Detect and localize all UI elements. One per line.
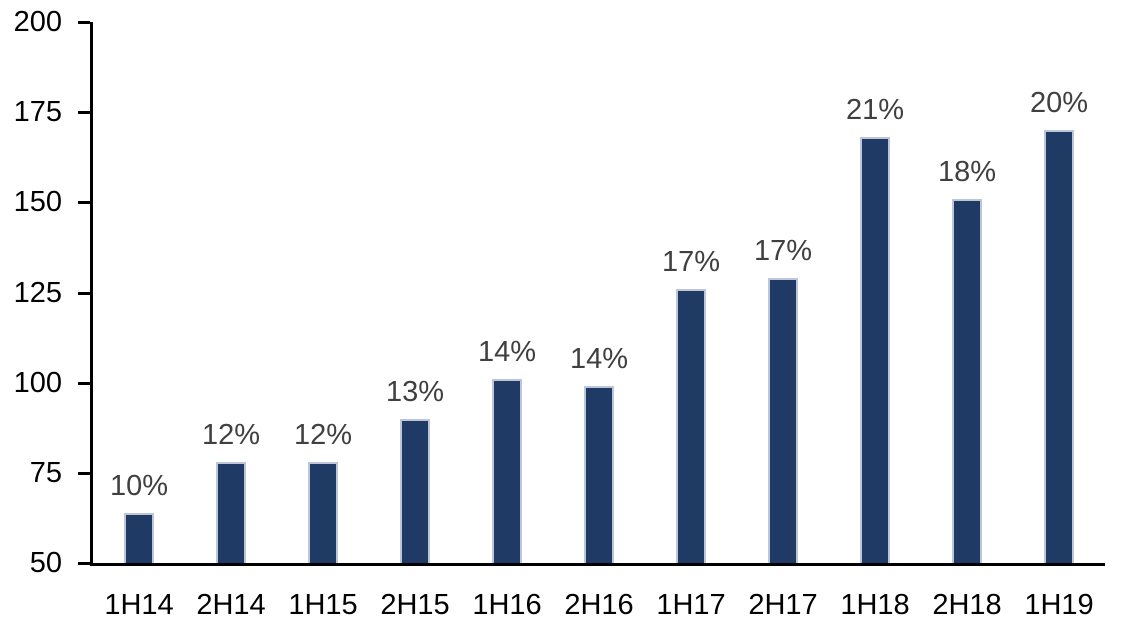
x-tick-label: 2H18 [932, 589, 1002, 621]
x-tick-label: 1H17 [656, 589, 726, 621]
y-axis-tick-mark [78, 201, 90, 204]
bar-data-label: 14% [569, 343, 629, 376]
y-tick-label: 125 [13, 276, 62, 309]
y-axis-labels: 50 75 100 125 150 175 200 [0, 6, 62, 579]
x-tick-label: 2H17 [748, 589, 818, 621]
y-axis-tick-mark [78, 562, 90, 565]
bar-data-label: 12% [293, 419, 353, 452]
x-tick-label: 2H16 [564, 589, 634, 621]
x-tick-label: 1H16 [472, 589, 542, 621]
bar-2H18 [952, 198, 982, 563]
y-axis-tick-mark [78, 472, 90, 475]
bar-1H18 [860, 137, 890, 563]
bar-data-label: 12% [201, 419, 261, 452]
x-tick-label: 2H14 [196, 589, 266, 621]
y-axis-tick-mark [78, 292, 90, 295]
bar-data-label: 18% [937, 155, 997, 188]
bar-2H16 [584, 386, 614, 563]
y-tick-label: 200 [13, 6, 62, 38]
bar-data-label: 13% [385, 375, 445, 408]
bar-data-label: 14% [477, 336, 537, 369]
bar-1H15 [308, 462, 338, 563]
y-tick-label: 175 [13, 96, 62, 129]
y-axis-tick-mark [78, 382, 90, 385]
bar-data-label: 17% [661, 245, 721, 278]
x-tick-label: 1H19 [1024, 589, 1094, 621]
y-tick-label: 100 [13, 366, 62, 399]
y-tick-label: 75 [29, 456, 62, 489]
x-tick-label: 2H15 [380, 589, 450, 621]
x-tick-label: 1H14 [104, 589, 174, 621]
x-tick-label: 1H18 [840, 589, 910, 621]
bar-1H19 [1044, 130, 1074, 563]
bar-data-label: 10% [109, 469, 169, 502]
x-axis-labels: 1H14 2H14 1H15 2H15 1H16 2H16 1H17 2H17 1H18 2H18… [93, 588, 1105, 628]
y-axis-tick-mark [78, 21, 90, 24]
bar-data-label: 21% [845, 94, 905, 127]
plot-area: 10% 12% 12% 13% 14% 14% 17% 17% 21% 18% 20% [78, 21, 1105, 566]
bar-2H15 [400, 418, 430, 563]
bar-1H17 [676, 288, 706, 563]
bar-2H17 [768, 278, 798, 563]
y-tick-label: 150 [13, 186, 62, 219]
bar-1H16 [492, 379, 522, 563]
bar-1H14 [124, 512, 154, 563]
y-axis-tick-mark [78, 111, 90, 114]
bar-data-label: 20% [1029, 87, 1089, 120]
bar-2H14 [216, 462, 246, 563]
y-tick-label: 50 [29, 547, 62, 579]
bar-data-label: 17% [753, 235, 813, 268]
x-tick-label: 1H15 [288, 589, 358, 621]
